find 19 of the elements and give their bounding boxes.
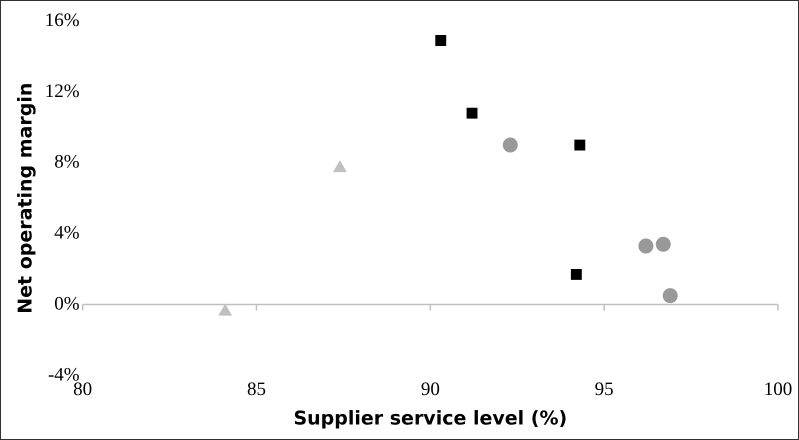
point	[574, 140, 586, 150]
point	[662, 288, 678, 304]
y-axis-title: Net operating margin	[14, 82, 36, 314]
point	[638, 238, 654, 254]
point	[570, 268, 582, 280]
y-tick-label: 12%	[44, 80, 80, 102]
point	[656, 236, 671, 252]
y-tick-label: 16%	[44, 10, 80, 31]
point	[466, 108, 478, 119]
x-tick-label: 95	[594, 378, 614, 400]
x-tick-label: 100	[764, 378, 792, 400]
y-tick-label: 8%	[54, 152, 80, 173]
point	[502, 138, 518, 153]
y-tick-label: 4%	[54, 222, 80, 244]
x-tick-label: 85	[246, 378, 266, 400]
y-tick-label: 0%	[54, 294, 80, 315]
x-tick-label: 90	[420, 378, 440, 400]
point	[435, 35, 446, 46]
x-axis-title: Supplier service level (%)	[293, 408, 568, 430]
